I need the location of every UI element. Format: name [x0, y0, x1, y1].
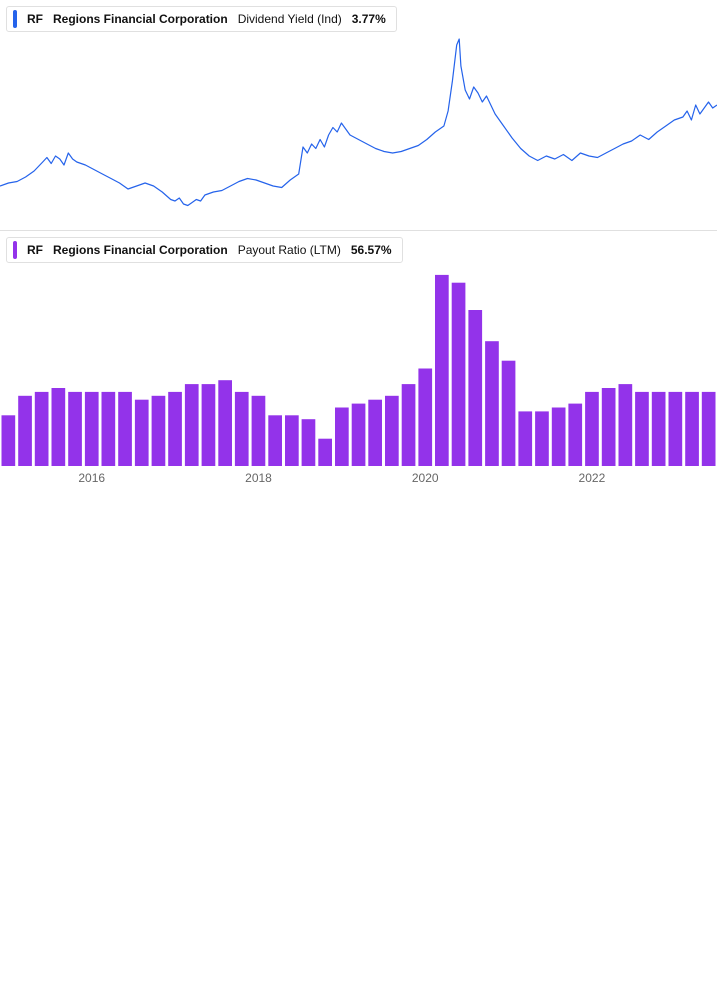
payout-bar — [368, 400, 382, 466]
payout-bar — [452, 283, 466, 466]
dividend-yield-panel: RF Regions Financial Corporation Dividen… — [0, 0, 717, 230]
payout-bar — [435, 275, 449, 466]
payout-bar — [518, 411, 532, 466]
legend-metric-line: Dividend Yield (Ind) — [238, 12, 342, 26]
payout-bar — [102, 392, 116, 466]
payout-bar — [335, 408, 349, 467]
payout-bar — [35, 392, 49, 466]
payout-bar — [602, 388, 616, 466]
legend-box-line: RF Regions Financial Corporation Dividen… — [6, 6, 397, 32]
line-chart — [0, 0, 717, 230]
payout-bar — [652, 392, 666, 466]
payout-bar — [619, 384, 633, 466]
payout-bar — [285, 415, 299, 466]
x-axis-label: 2022 — [579, 471, 606, 485]
payout-bar — [702, 392, 716, 466]
payout-bar — [669, 392, 683, 466]
legend-ticker-line: RF — [27, 12, 43, 26]
payout-bar — [385, 396, 399, 466]
x-axis-label: 2020 — [412, 471, 439, 485]
payout-bar — [85, 392, 99, 466]
payout-bar — [252, 396, 266, 466]
legend-ticker-bar: RF — [27, 243, 43, 257]
payout-bar — [318, 439, 332, 466]
payout-bar — [185, 384, 199, 466]
payout-bar — [202, 384, 216, 466]
payout-bar — [68, 392, 82, 466]
legend-marker-bar — [13, 241, 17, 259]
payout-bar — [402, 384, 416, 466]
payout-bar — [502, 361, 516, 466]
payout-bar — [152, 396, 166, 466]
payout-bar — [218, 380, 232, 466]
payout-bar — [468, 310, 482, 466]
payout-bar — [268, 415, 282, 466]
payout-ratio-panel: RF Regions Financial Corporation Payout … — [0, 231, 717, 491]
payout-bar — [585, 392, 599, 466]
payout-bar — [685, 392, 699, 466]
legend-marker-line — [13, 10, 17, 28]
payout-bar — [2, 415, 16, 466]
x-axis-label: 2016 — [78, 471, 105, 485]
payout-bar — [168, 392, 182, 466]
legend-company-bar: Regions Financial Corporation — [53, 243, 228, 257]
legend-metric-bar: Payout Ratio (LTM) — [238, 243, 341, 257]
payout-bar — [535, 411, 549, 466]
legend-value-line: 3.77% — [352, 12, 386, 26]
payout-bar — [302, 419, 316, 466]
payout-bar — [568, 404, 582, 466]
payout-bar — [552, 408, 566, 467]
yield-line — [0, 39, 717, 206]
x-axis-label: 2018 — [245, 471, 272, 485]
payout-bar — [118, 392, 132, 466]
legend-box-bar: RF Regions Financial Corporation Payout … — [6, 237, 403, 263]
payout-bar — [52, 388, 66, 466]
payout-bar — [135, 400, 149, 466]
payout-bar — [418, 369, 432, 467]
payout-bar — [485, 341, 499, 466]
payout-bar — [235, 392, 249, 466]
payout-bar — [18, 396, 32, 466]
bar-chart: 2016 2018 2020 2022 — [0, 231, 717, 491]
payout-bar — [635, 392, 649, 466]
payout-bar — [352, 404, 366, 466]
legend-value-bar: 56.57% — [351, 243, 392, 257]
legend-company-line: Regions Financial Corporation — [53, 12, 228, 26]
